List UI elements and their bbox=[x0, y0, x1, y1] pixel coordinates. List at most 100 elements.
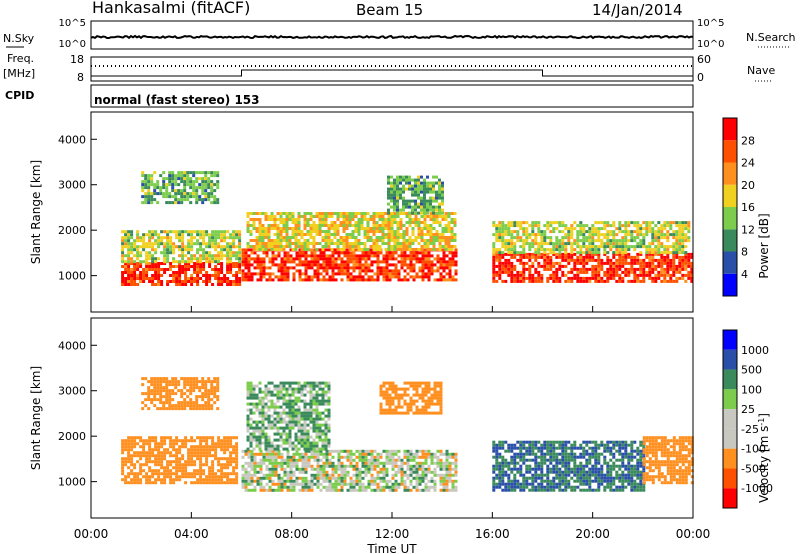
data-cell bbox=[174, 377, 178, 381]
data-cell bbox=[282, 408, 286, 412]
data-cell bbox=[606, 255, 610, 259]
data-cell bbox=[145, 481, 149, 485]
data-cell bbox=[310, 248, 314, 252]
data-cell bbox=[687, 258, 691, 262]
data-cell bbox=[498, 233, 502, 237]
data-cell bbox=[591, 267, 595, 271]
data-cell bbox=[297, 215, 301, 218]
data-cell bbox=[621, 252, 625, 256]
data-cell bbox=[660, 258, 664, 262]
data-cell bbox=[255, 384, 259, 388]
data-cell bbox=[340, 449, 344, 453]
data-cell bbox=[288, 429, 292, 433]
data-cell bbox=[675, 239, 679, 243]
data-cell bbox=[144, 198, 148, 202]
data-cell bbox=[384, 221, 388, 224]
data-cell bbox=[681, 233, 685, 237]
data-cell bbox=[316, 485, 320, 489]
data-cell bbox=[276, 224, 280, 227]
data-cell bbox=[157, 451, 161, 455]
data-cell bbox=[570, 245, 574, 249]
data-cell bbox=[402, 233, 406, 236]
data-cell bbox=[336, 239, 340, 242]
data-cell bbox=[445, 479, 449, 483]
data-cell bbox=[249, 230, 253, 233]
data-cell bbox=[258, 399, 262, 403]
data-cell bbox=[163, 245, 167, 249]
data-cell bbox=[249, 441, 253, 445]
data-cell bbox=[174, 192, 178, 196]
data-cell bbox=[319, 257, 323, 261]
data-cell bbox=[660, 270, 664, 274]
data-cell bbox=[130, 457, 134, 461]
data-cell bbox=[325, 272, 329, 276]
data-cell bbox=[334, 467, 338, 471]
data-cell bbox=[265, 266, 269, 270]
data-cell bbox=[274, 488, 278, 492]
data-cell bbox=[174, 404, 178, 408]
data-cell bbox=[325, 488, 329, 492]
data-cell bbox=[271, 455, 275, 459]
data-cell bbox=[531, 252, 535, 256]
data-cell bbox=[498, 230, 502, 234]
data-cell bbox=[337, 266, 341, 270]
data-cell bbox=[501, 279, 505, 283]
data-cell bbox=[444, 242, 448, 245]
data-cell bbox=[229, 451, 233, 455]
data-cell bbox=[124, 254, 128, 258]
data-cell bbox=[306, 224, 310, 227]
data-cell bbox=[258, 429, 262, 433]
data-cell bbox=[358, 275, 362, 279]
data-cell bbox=[214, 265, 218, 268]
data-cell bbox=[171, 398, 175, 402]
data-cell bbox=[193, 472, 197, 476]
data-cell bbox=[220, 245, 224, 249]
data-cell bbox=[603, 227, 607, 231]
data-cell bbox=[624, 242, 628, 246]
data-cell bbox=[211, 472, 215, 476]
data-cell bbox=[276, 411, 280, 415]
data-cell bbox=[627, 252, 631, 256]
data-cell bbox=[183, 174, 187, 178]
data-cell bbox=[439, 452, 443, 456]
data-cell bbox=[133, 239, 137, 243]
data-cell bbox=[373, 272, 377, 276]
data-cell bbox=[306, 212, 310, 215]
data-cell bbox=[201, 177, 205, 181]
data-cell bbox=[130, 439, 134, 443]
data-cell bbox=[427, 452, 431, 456]
data-cell bbox=[159, 398, 163, 402]
data-cell bbox=[313, 269, 317, 273]
data-cell bbox=[387, 215, 391, 218]
data-cell bbox=[168, 174, 172, 178]
data-cell bbox=[165, 186, 169, 190]
data-cell bbox=[267, 227, 271, 230]
data-cell bbox=[432, 233, 436, 236]
data-cell bbox=[166, 283, 170, 286]
data-cell bbox=[594, 227, 598, 231]
data-cell bbox=[681, 239, 685, 243]
data-cell bbox=[169, 460, 173, 464]
data-cell bbox=[238, 239, 242, 243]
data-cell bbox=[355, 248, 359, 252]
data-cell bbox=[136, 251, 140, 255]
data-cell bbox=[267, 435, 271, 439]
data-cell bbox=[393, 199, 396, 203]
data-cell bbox=[268, 275, 272, 279]
data-cell bbox=[525, 236, 529, 240]
data-cell bbox=[310, 257, 314, 261]
data-cell bbox=[391, 455, 395, 459]
beam-title: Beam 15 bbox=[356, 1, 423, 19]
data-cell bbox=[513, 251, 517, 255]
data-cell bbox=[160, 236, 164, 240]
data-cell bbox=[207, 186, 211, 190]
data-cell bbox=[273, 393, 277, 397]
data-cell bbox=[633, 236, 637, 240]
data-cell bbox=[289, 455, 293, 459]
data-cell bbox=[163, 448, 167, 452]
data-cell bbox=[258, 245, 262, 248]
data-cell bbox=[381, 212, 385, 215]
data-cell bbox=[333, 224, 337, 227]
data-cell bbox=[139, 478, 143, 482]
data-cell bbox=[409, 254, 413, 258]
